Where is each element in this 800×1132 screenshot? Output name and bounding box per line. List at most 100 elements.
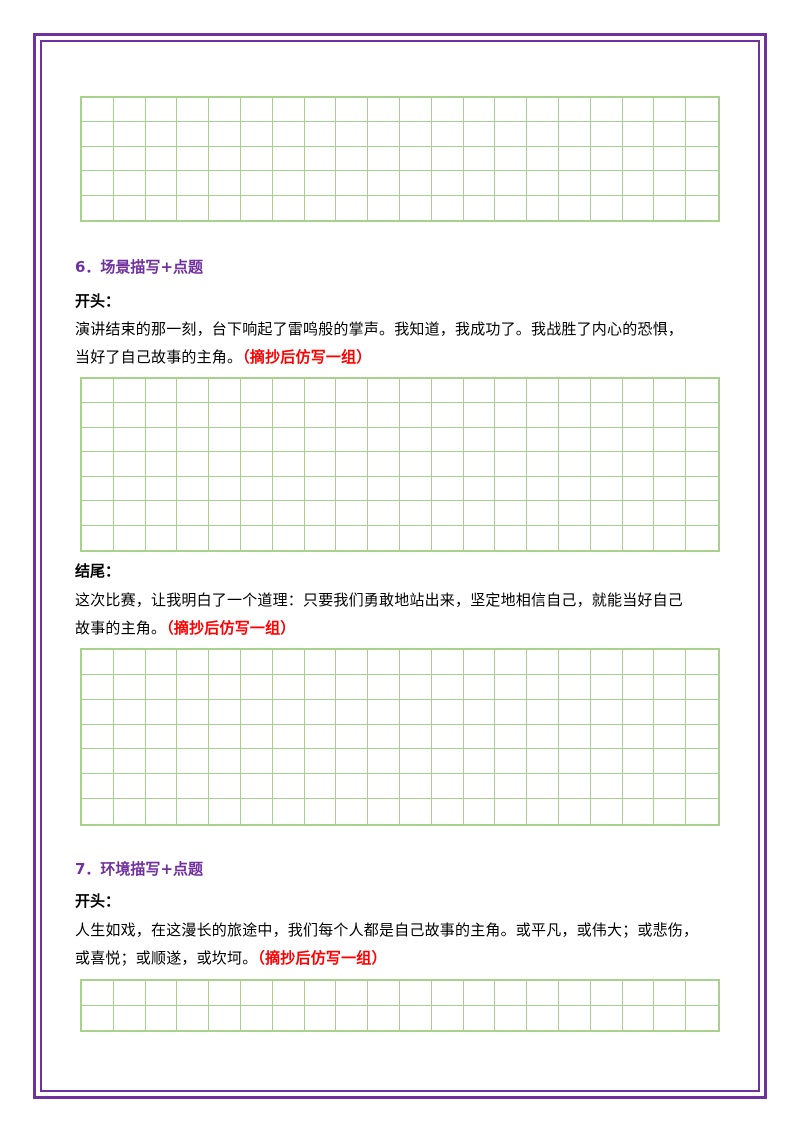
grid-cell[interactable] [336,146,369,172]
grid-cell[interactable] [527,699,559,725]
grid-cell[interactable] [495,1005,528,1030]
grid-cell[interactable] [686,428,718,453]
grid-cell[interactable] [145,501,178,526]
grid-cell[interactable] [82,171,114,196]
grid-cell[interactable] [495,403,528,428]
grid-cell[interactable] [495,674,528,700]
grid-cell[interactable] [145,403,178,428]
grid-cell[interactable] [272,749,305,775]
grid-cell[interactable] [177,98,210,123]
grid-cell[interactable] [654,749,687,775]
grid-cell[interactable] [431,379,464,404]
grid-cell[interactable] [464,799,496,824]
grid-cell[interactable] [463,427,496,453]
grid-cell[interactable] [368,650,400,675]
grid-cell[interactable] [463,981,496,1006]
grid-cell[interactable] [113,981,146,1006]
grid-cell[interactable] [590,981,623,1006]
grid-cell[interactable] [686,700,718,725]
grid-cell[interactable] [431,427,464,453]
grid-cell[interactable] [527,501,559,526]
grid-cell[interactable] [82,501,114,526]
grid-cell[interactable] [463,452,496,477]
grid-cell[interactable] [399,403,432,428]
grid-cell[interactable] [431,122,464,147]
grid-cell[interactable] [623,799,655,824]
grid-cell[interactable] [336,799,369,824]
grid-cell[interactable] [527,799,559,824]
grid-cell[interactable] [527,674,559,700]
grid-cell[interactable] [686,675,718,700]
grid-cell[interactable] [272,122,305,147]
grid-cell[interactable] [527,195,559,220]
grid-cell[interactable] [591,799,623,824]
grid-cell[interactable] [272,403,305,428]
grid-cell[interactable] [272,724,305,750]
grid-cell[interactable] [463,501,496,526]
grid-cell[interactable] [527,525,559,550]
grid-cell[interactable] [558,403,591,428]
grid-cell[interactable] [145,379,178,404]
grid-cell[interactable] [495,195,528,220]
grid-cell[interactable] [527,403,559,428]
grid-cell[interactable] [177,799,210,824]
grid-cell[interactable] [113,98,146,123]
grid-cell[interactable] [463,171,496,196]
grid-cell[interactable] [272,699,305,725]
grid-cell[interactable] [82,525,114,550]
grid-cell[interactable] [304,122,337,147]
grid-cell[interactable] [336,674,369,700]
grid-cell[interactable] [336,650,369,675]
grid-cell[interactable] [590,650,623,675]
grid-cell[interactable] [464,525,496,550]
grid-cell[interactable] [527,1005,559,1030]
grid-cell[interactable] [495,981,528,1006]
grid-cell[interactable] [241,799,273,824]
grid-cell[interactable] [495,476,528,502]
grid-cell[interactable] [368,699,400,725]
grid-cell[interactable] [590,452,623,477]
grid-cell[interactable] [272,452,305,477]
grid-cell[interactable] [590,146,623,172]
grid-cell[interactable] [623,195,655,220]
grid-cell[interactable] [240,981,273,1006]
grid-cell[interactable] [527,650,559,675]
grid-cell[interactable] [654,146,687,172]
grid-cell[interactable] [304,501,337,526]
grid-cell[interactable] [82,476,114,502]
grid-cell[interactable] [272,379,305,404]
grid-cell[interactable] [114,1005,146,1030]
grid-cell[interactable] [463,476,496,502]
grid-cell[interactable] [559,525,591,550]
grid-cell[interactable] [590,476,623,502]
grid-cell[interactable] [113,476,146,502]
grid-cell[interactable] [145,674,178,700]
grid-cell[interactable] [113,146,146,172]
grid-cell[interactable] [495,699,528,725]
grid-cell[interactable] [527,146,559,172]
grid-cell[interactable] [431,98,464,123]
grid-cell[interactable] [431,724,464,750]
grid-cell[interactable] [558,452,591,477]
grid-cell[interactable] [305,799,337,824]
grid-cell[interactable] [177,1005,210,1030]
grid-cell[interactable] [145,774,178,800]
grid-cell[interactable] [559,195,591,220]
grid-cell[interactable] [622,981,655,1006]
writing-grid[interactable] [80,648,720,826]
grid-cell[interactable] [686,501,718,526]
grid-cell[interactable] [145,724,178,750]
grid-cell[interactable] [590,98,623,123]
grid-cell[interactable] [368,674,400,700]
grid-cell[interactable] [558,981,591,1006]
grid-cell[interactable] [654,379,687,404]
grid-cell[interactable] [495,146,528,172]
grid-cell[interactable] [368,774,400,800]
grid-cell[interactable] [240,403,273,428]
grid-cell[interactable] [272,650,305,675]
grid-cell[interactable] [177,749,210,775]
grid-cell[interactable] [145,699,178,725]
grid-cell[interactable] [558,749,591,775]
grid-cell[interactable] [622,749,655,775]
grid-cell[interactable] [240,379,273,404]
